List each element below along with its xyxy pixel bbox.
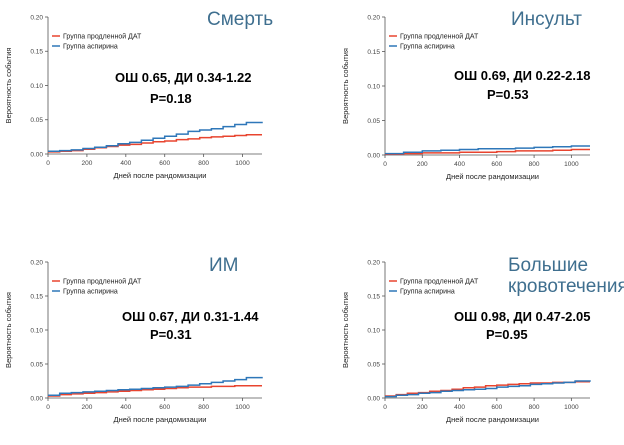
x-axis-label: Дней после рандомизации (446, 172, 539, 181)
odds-ratio-annotation: ОШ 0.69, ДИ 0.22-2.18 (454, 68, 590, 83)
y-tick-label: 0.00 (367, 395, 380, 402)
y-tick-label: 0.20 (367, 14, 380, 21)
p-value-annotation: P=0.53 (487, 87, 529, 102)
y-axis-label: Вероятность события (341, 292, 350, 368)
x-tick-label: 800 (198, 160, 209, 167)
x-tick-label: 200 (417, 161, 428, 168)
panel-title: Большие (508, 255, 588, 276)
x-tick-label: 600 (159, 404, 170, 411)
y-tick-label: 0.05 (367, 118, 380, 125)
odds-ratio-annotation: ОШ 0.67, ДИ 0.31-1.44 (122, 309, 259, 324)
x-tick-label: 800 (529, 161, 540, 168)
legend-label: Группа продленной ДАТ (400, 32, 479, 40)
y-tick-label: 0.00 (367, 152, 380, 159)
x-tick-label: 1000 (235, 160, 250, 167)
x-tick-label: 200 (81, 160, 92, 167)
x-tick-label: 0 (46, 160, 50, 167)
legend-label: Группа аспирина (400, 288, 455, 295)
legend-label: Группа аспирина (63, 43, 118, 50)
series-line-aspirin (48, 376, 263, 397)
y-axis-label: Вероятность события (4, 292, 13, 368)
x-tick-label: 400 (120, 404, 131, 411)
x-tick-label: 600 (491, 161, 502, 168)
panel-title: ИМ (209, 255, 238, 276)
x-axis-label: Дней после рандомизации (114, 415, 207, 424)
y-tick-label: 0.10 (367, 83, 380, 90)
series-line-aspirin (48, 121, 263, 153)
x-tick-label: 400 (454, 161, 465, 168)
y-tick-label: 0.20 (30, 14, 43, 21)
panel-title: Инсульт (511, 9, 582, 30)
y-tick-label: 0.05 (30, 361, 43, 368)
y-tick-label: 0.15 (367, 49, 380, 56)
y-tick-label: 0.15 (30, 49, 43, 56)
y-tick-label: 0.00 (30, 151, 43, 158)
y-tick-label: 0.05 (30, 117, 43, 124)
x-tick-label: 0 (383, 161, 387, 168)
y-tick-label: 0.15 (367, 293, 380, 300)
x-tick-label: 1000 (235, 404, 250, 411)
series-line-aspirin (385, 145, 590, 155)
x-tick-label: 400 (120, 160, 131, 167)
legend-label: Группа аспирина (63, 288, 118, 295)
x-tick-label: 1000 (564, 161, 579, 168)
legend-label: Группа продленной ДАТ (63, 277, 142, 285)
panel-mi: 0.00 0.05 0.10 0.15 0.20 0 200 400 600 800 1000 Вер… (4, 255, 263, 424)
panel-stroke: 0.00 0.05 0.10 0.15 0.20 0 200 400 600 800 1000 Вер… (341, 9, 590, 181)
p-value-annotation: P=0.31 (150, 327, 192, 342)
y-tick-label: 0.15 (30, 293, 43, 300)
y-tick-label: 0.20 (367, 259, 380, 266)
x-tick-label: 400 (454, 404, 465, 411)
panel-major-bleeding: 0.00 0.05 0.10 0.15 0.20 0 200 400 600 800 1000 Вер… (341, 255, 624, 424)
series-line-aspirin (385, 380, 591, 398)
legend-label: Группа продленной ДАТ (63, 32, 142, 40)
legend-label: Группа аспирина (400, 43, 455, 50)
y-tick-label: 0.00 (30, 395, 43, 402)
legend-label: Группа продленной ДАТ (400, 277, 479, 285)
x-tick-label: 200 (417, 404, 428, 411)
x-tick-label: 1000 (564, 404, 579, 411)
x-tick-label: 0 (383, 404, 387, 411)
y-axis-label: Вероятность события (4, 48, 13, 124)
p-value-annotation: P=0.18 (150, 91, 192, 106)
panel-death: 0.00 0.05 0.10 0.15 0.20 0 200 400 600 800 1000 Вер… (4, 9, 273, 180)
odds-ratio-annotation: ОШ 0.98, ДИ 0.47-2.05 (454, 309, 590, 324)
series-line-extended-dat (385, 148, 590, 156)
y-tick-label: 0.10 (367, 327, 380, 334)
panel-title: Смерть (207, 9, 273, 30)
y-tick-label: 0.05 (367, 361, 380, 368)
panel-title: кровотечения (508, 276, 624, 297)
y-tick-label: 0.10 (30, 83, 43, 90)
p-value-annotation: P=0.95 (486, 327, 528, 342)
x-axis-label: Дней после рандомизации (114, 171, 207, 180)
x-tick-label: 600 (491, 404, 502, 411)
y-tick-label: 0.10 (30, 327, 43, 334)
x-tick-label: 800 (198, 404, 209, 411)
y-axis-label: Вероятность события (341, 48, 350, 124)
x-tick-label: 0 (46, 404, 50, 411)
x-axis-label: Дней после рандомизации (446, 415, 539, 424)
odds-ratio-annotation: ОШ 0.65, ДИ 0.34-1.22 (115, 70, 251, 85)
x-tick-label: 800 (529, 404, 540, 411)
y-tick-label: 0.20 (30, 259, 43, 266)
x-tick-label: 600 (159, 160, 170, 167)
x-tick-label: 200 (81, 404, 92, 411)
